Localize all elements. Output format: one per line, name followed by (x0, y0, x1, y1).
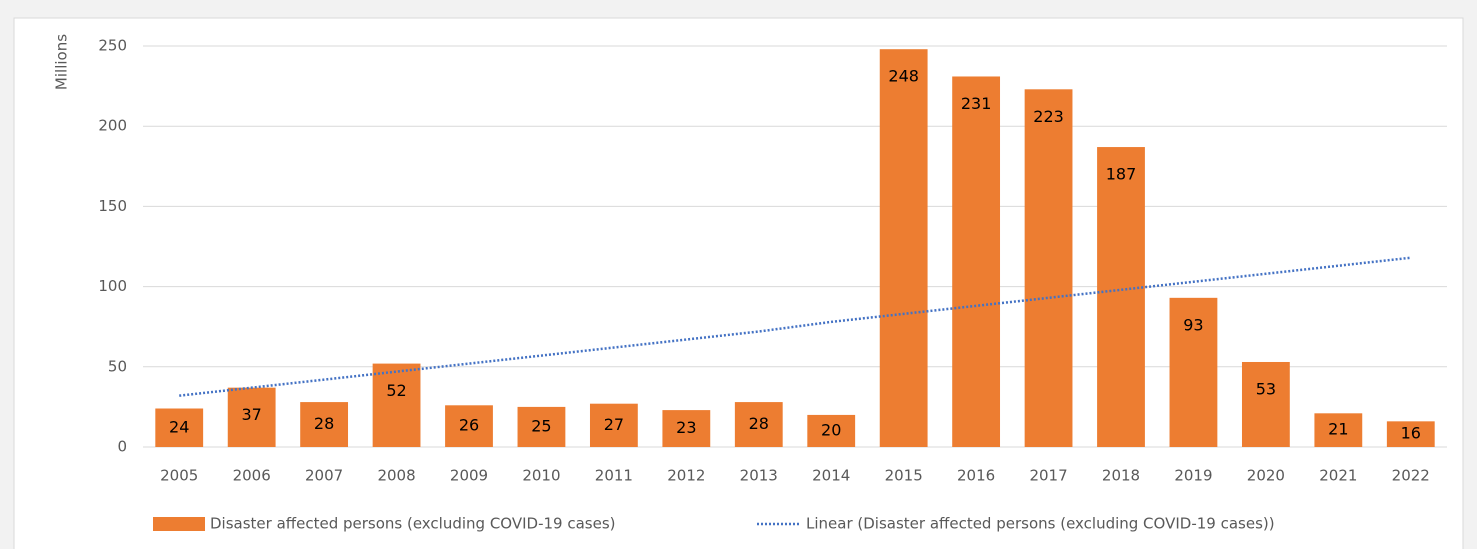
y-tick-label: 200 (98, 117, 127, 135)
x-tick-label: 2020 (1247, 467, 1285, 485)
x-tick-label: 2016 (957, 467, 995, 485)
bar (372, 363, 421, 447)
x-tick-label: 2019 (1174, 467, 1212, 485)
data-label: 28 (749, 414, 769, 433)
data-label: 23 (676, 418, 696, 437)
y-tick-label: 250 (98, 37, 127, 55)
legend-label: Linear (Disaster affected persons (exclu… (806, 515, 1275, 533)
x-tick-label: 2007 (305, 467, 343, 485)
x-tick-label: 2005 (160, 467, 198, 485)
bar (1314, 413, 1363, 447)
x-tick-label: 2017 (1029, 467, 1067, 485)
bar (1024, 89, 1073, 448)
bar (1169, 297, 1218, 447)
x-tick-label: 2015 (885, 467, 923, 485)
legend-swatch (153, 517, 205, 531)
data-label: 187 (1106, 165, 1137, 184)
y-tick-label: 50 (108, 357, 127, 375)
bar (1386, 421, 1435, 447)
bar (227, 387, 276, 447)
x-tick-label: 2010 (522, 467, 560, 485)
bar (445, 405, 493, 447)
legend-label: Disaster affected persons (excluding COV… (210, 515, 616, 533)
trend-line (179, 256, 1411, 397)
data-label: 27 (604, 415, 624, 434)
data-label: 25 (531, 416, 551, 435)
data-label: 24 (169, 417, 189, 436)
bar (1241, 361, 1290, 447)
y-tick-label: 150 (98, 197, 127, 215)
y-tick-label: 0 (117, 438, 127, 456)
x-tick-label: 2021 (1319, 467, 1357, 485)
chart-area (13, 17, 1464, 549)
data-label: 223 (1033, 107, 1064, 126)
data-label: 248 (888, 67, 919, 86)
bar (517, 406, 566, 447)
data-label: 53 (1256, 379, 1276, 398)
x-tick-label: 2012 (667, 467, 705, 485)
data-label: 16 (1401, 424, 1421, 443)
data-label: 26 (459, 416, 479, 435)
x-tick-label: 2009 (450, 467, 488, 485)
x-tick-label: 2014 (812, 467, 850, 485)
bar (879, 49, 928, 447)
bar (300, 402, 349, 447)
data-label: 37 (241, 405, 261, 424)
x-tick-label: 2018 (1102, 467, 1140, 485)
x-tick-label: 2013 (740, 467, 778, 485)
data-label: 20 (821, 420, 841, 439)
data-label: 21 (1328, 420, 1348, 439)
bar (589, 403, 638, 447)
data-label: 52 (386, 381, 406, 400)
data-label: 231 (961, 94, 992, 113)
x-tick-label: 2008 (377, 467, 415, 485)
bar (807, 414, 856, 447)
x-tick-label: 2022 (1392, 467, 1430, 485)
x-tick-label: 2011 (595, 467, 633, 485)
bar (734, 402, 783, 447)
bar (662, 410, 711, 447)
bar (1097, 147, 1145, 447)
y-tick-label: 100 (98, 277, 127, 295)
data-label: 28 (314, 414, 334, 433)
data-label: 93 (1183, 315, 1203, 334)
x-tick-label: 2006 (233, 467, 271, 485)
bar (952, 76, 1001, 447)
bar (155, 408, 204, 447)
y-axis-label: Millions (53, 34, 71, 90)
